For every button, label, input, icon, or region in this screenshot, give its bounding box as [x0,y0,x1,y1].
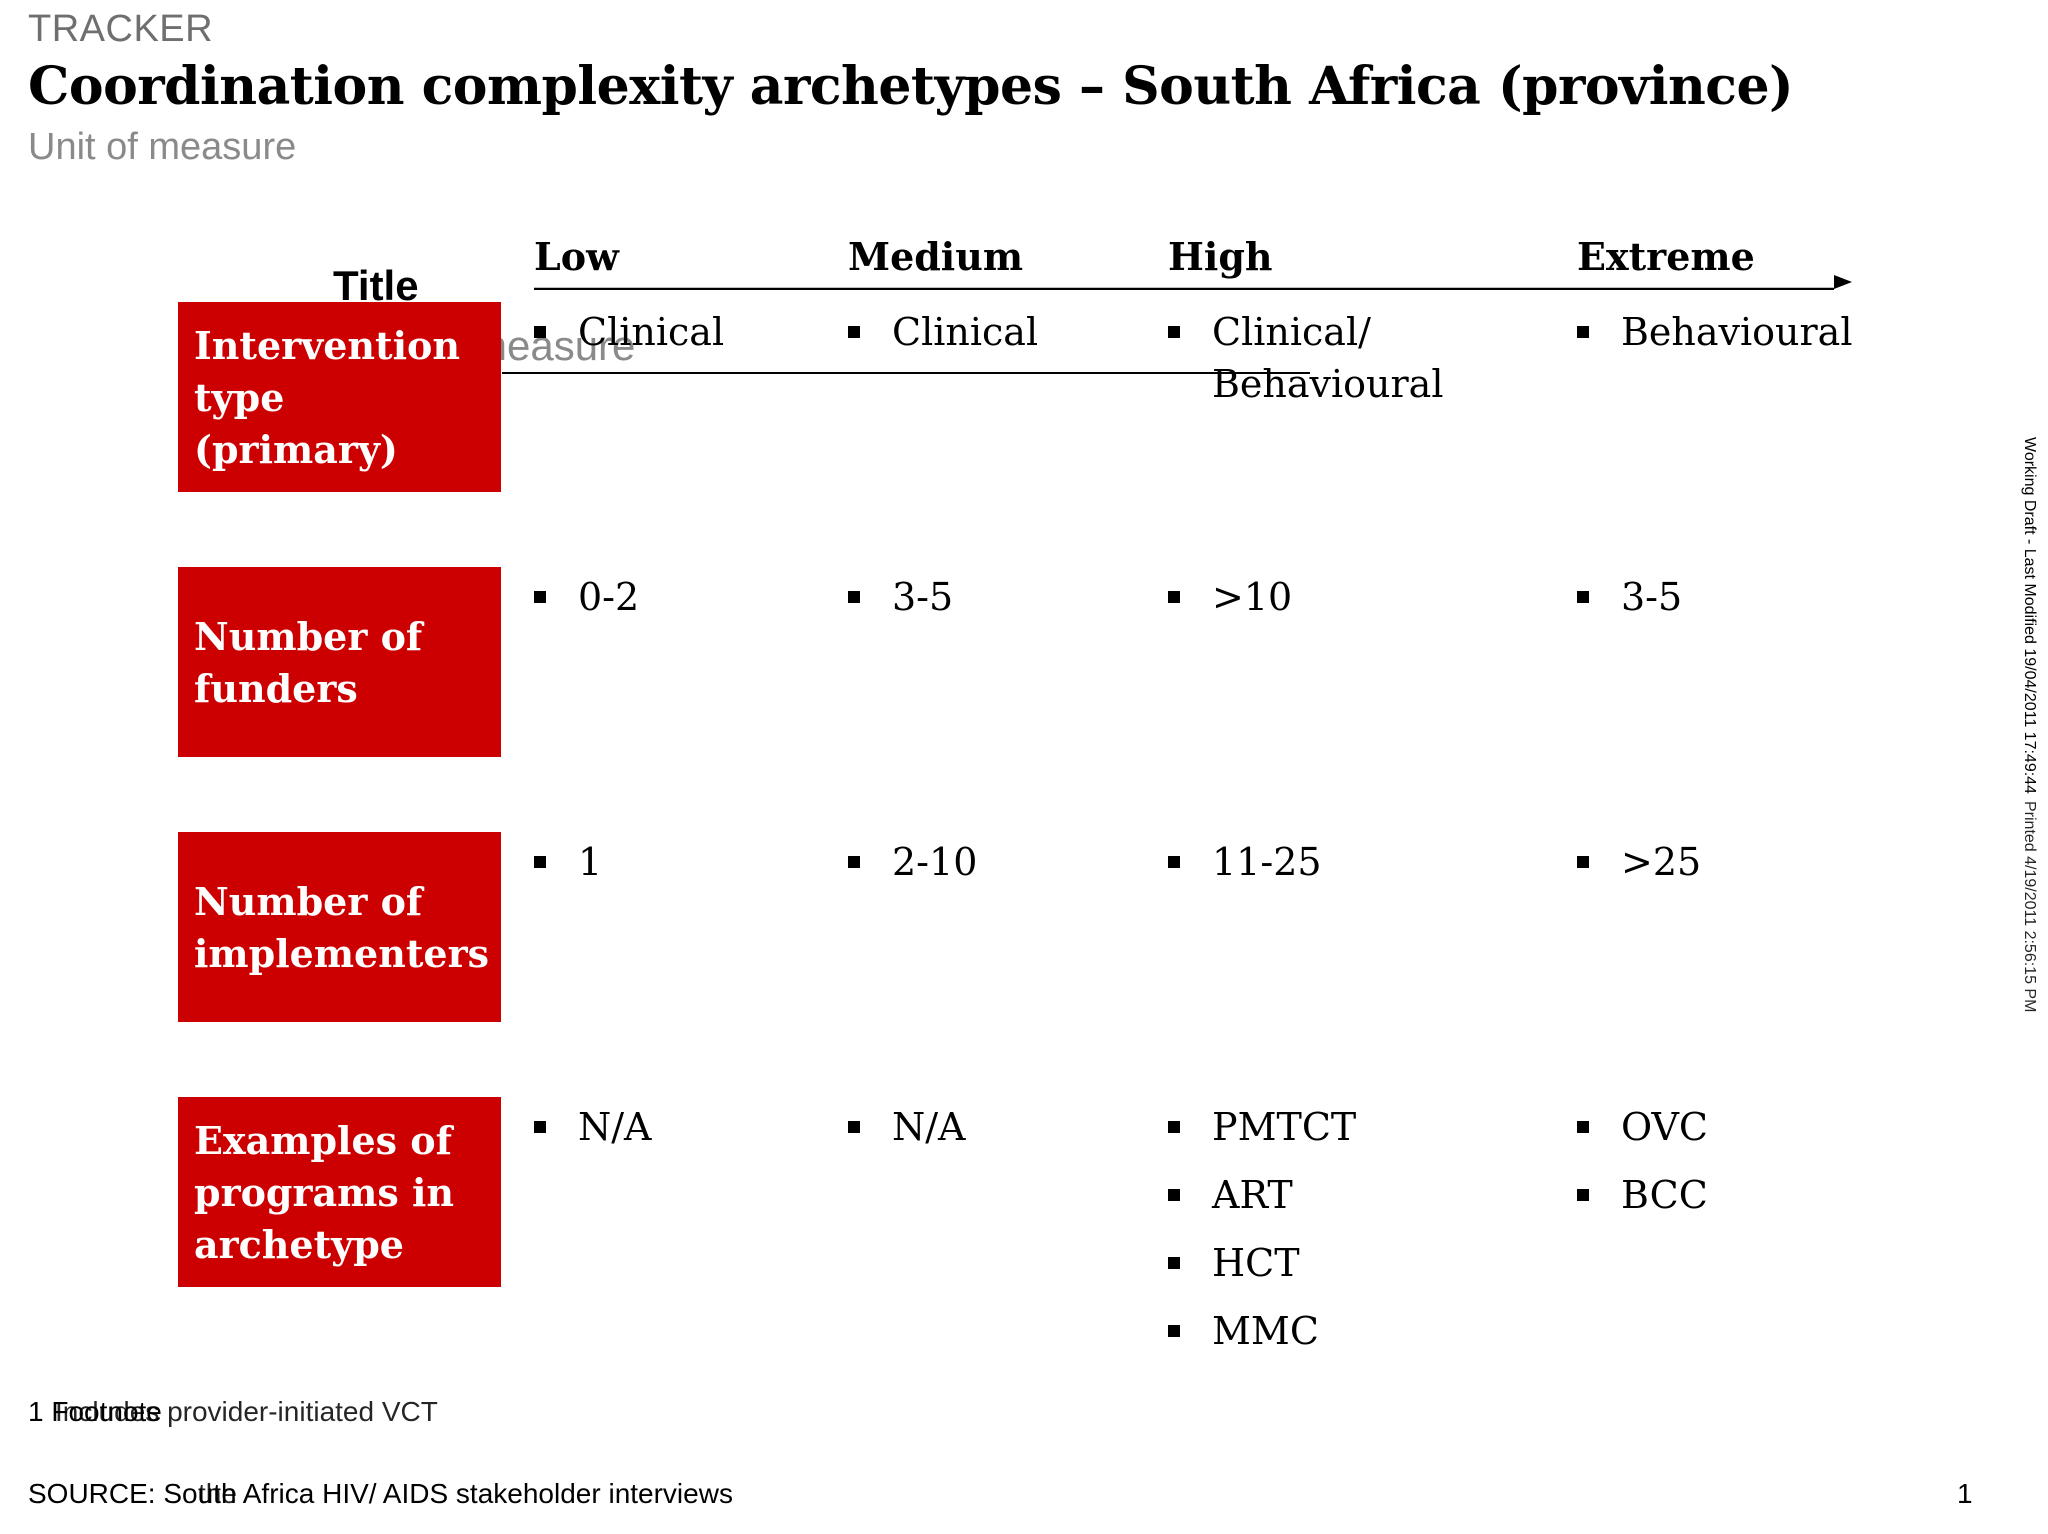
bullet-icon [534,856,546,868]
page-title: Coordination complexity archetypes – Sou… [28,56,1794,117]
bullet-icon [1168,1325,1180,1337]
list-item: MMC [1168,1297,1356,1365]
list-item: Behavioural [1577,298,1853,366]
cell-implementers-medium: 2-10 [848,828,977,896]
cell-examples-low: N/A [534,1093,652,1161]
bullet-icon [1577,1189,1589,1201]
footnote-text: 1 Footnote [28,1396,162,1427]
source-text: SOURCE: South Africa HIV/ AIDS stakehold… [28,1478,733,1509]
bullet-icon [848,591,860,603]
list-item: HCT [1168,1229,1356,1297]
cell-intervention-extreme: Behavioural [1577,298,1853,366]
bullet-icon [1577,591,1589,603]
cell-funders-high: >10 [1168,563,1292,631]
bullet-icon [1577,1121,1589,1133]
tracker-label: TRACKER [28,8,214,50]
list-item: PMTCT [1168,1093,1356,1161]
row-label-examples-of-programs: Examples of programs in archetype [178,1097,501,1287]
bullet-icon [1168,856,1180,868]
complexity-arrow [534,275,1852,290]
column-header-high: High [1168,234,1273,279]
list-item: N/A [534,1093,652,1161]
bullet-icon [1577,326,1589,338]
list-item: Clinical/ Behavioural [1168,306,1478,410]
list-item: 0-2 [534,563,639,631]
placeholder-title: Title [333,262,419,309]
bullet-icon [1168,326,1180,338]
bullet-icon [534,591,546,603]
cell-intervention-medium: Clinical [848,298,1038,366]
cell-funders-low: 0-2 [534,563,639,631]
list-item: >10 [1168,563,1292,631]
list-item: >25 [1577,828,1701,896]
cell-examples-extreme: OVC BCC [1577,1093,1708,1229]
bullet-icon [1577,856,1589,868]
row-label-number-of-funders: Number of funders [178,567,501,757]
list-item: Clinical [534,298,724,366]
page-number: 1 [1957,1478,1973,1509]
column-header-low: Low [534,234,619,279]
cell-funders-extreme: 3-5 [1577,563,1682,631]
list-item: 1 [534,828,602,896]
cell-implementers-high: 11-25 [1168,828,1322,896]
list-item: ART [1168,1161,1356,1229]
list-item: Clinical [848,298,1038,366]
printed-text: Printed 4/19/2011 2:56:15 PM [2021,801,2038,1013]
bullet-icon [1168,1189,1180,1201]
column-header-medium: Medium [848,234,1024,279]
list-item: 2-10 [848,828,977,896]
bullet-icon [1168,1257,1180,1269]
list-item: BCC [1577,1161,1708,1229]
list-item: 3-5 [1577,563,1682,631]
bullet-icon [534,1121,546,1133]
working-draft-text: Working Draft - Last Modified 19/04/2011… [2021,437,2038,794]
row-label-intervention-type: Intervention type (primary) [178,302,501,492]
list-item: N/A [848,1093,966,1161]
source-note: SOURCE: South Africa HIV/ AIDS stakehold… [28,1478,733,1510]
list-item: OVC [1577,1093,1708,1161]
source-overlay-text: the [198,1478,237,1509]
row-label-number-of-implementers: Number of implementers [178,832,501,1022]
footnote-overlay-text: Includes provider-initiated VCT [55,1396,438,1427]
bullet-icon [534,326,546,338]
cell-examples-medium: N/A [848,1093,966,1161]
cell-intervention-low: Clinical [534,298,724,366]
column-header-extreme: Extreme [1577,234,1755,279]
cell-implementers-low: 1 [534,828,602,896]
placeholder-underline [502,372,1310,374]
cell-intervention-high: Clinical/ Behavioural [1168,306,1478,410]
cell-funders-medium: 3-5 [848,563,953,631]
bullet-icon [848,1121,860,1133]
cell-implementers-extreme: >25 [1577,828,1701,896]
working-draft-note: Working Draft - Last Modified 19/04/2011… [2020,437,2038,1012]
bullet-icon [1168,1121,1180,1133]
list-item: 3-5 [848,563,953,631]
bullet-icon [848,326,860,338]
footnote: 1 Footnote Includes provider-initiated V… [28,1396,438,1428]
bullet-icon [1168,591,1180,603]
list-item: 11-25 [1168,828,1322,896]
unit-of-measure: Unit of measure [28,126,297,168]
cell-examples-high: PMTCT ART HCT MMC [1168,1093,1356,1365]
bullet-icon [848,856,860,868]
